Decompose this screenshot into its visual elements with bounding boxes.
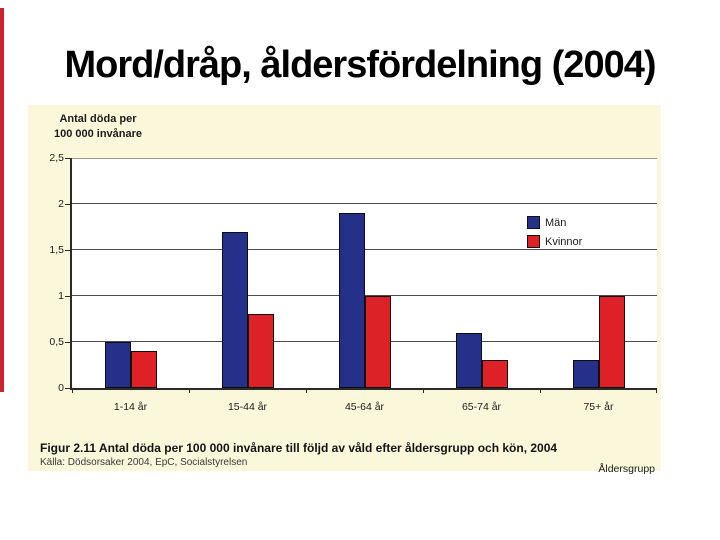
bar-men-65-74 (456, 333, 482, 388)
x-tick-label-3: 45-64 år (344, 401, 385, 413)
x-tick-label-5: 75+ år (583, 401, 614, 413)
x-tick-mark-2 (306, 388, 307, 393)
figure-source: Källa: Dödsorsaker 2004, EpC, Socialstyr… (40, 457, 248, 468)
y-tick-label-0,5: 0,5 (49, 336, 64, 348)
legend-item-kvinnor: Kvinnor (527, 232, 582, 251)
x-tick-mark-4 (540, 388, 541, 393)
x-tick-mark-3 (423, 388, 424, 393)
x-tick-mark-1 (189, 388, 190, 393)
y-tick-label-1,5: 1,5 (49, 244, 64, 256)
plot-area: Män Kvinnor 1-14 år 15-44 år 45-64 år 65-74 … (70, 158, 657, 413)
y-tick-mark-2,5 (65, 158, 70, 159)
y-tick-label-0: 0 (58, 382, 64, 394)
x-tick-mark-5 (656, 388, 657, 393)
y-tick-label-2: 2 (58, 198, 64, 210)
y-tick-mark-2 (65, 204, 70, 205)
left-edge-accent-line (0, 8, 4, 392)
bar-women-15-44 (248, 314, 274, 388)
legend: Män Kvinnor (527, 213, 582, 251)
y-axis-title-line1: Antal döda per (59, 113, 137, 125)
bar-women-75+ (599, 296, 625, 388)
legend-swatch-kvinnor (527, 235, 540, 248)
bar-women-45-64 (365, 296, 391, 388)
y-tick-label-2,5: 2,5 (49, 152, 64, 164)
y-axis-title-line2: 100 000 invånare (53, 128, 143, 140)
figure-caption: Figur 2.11 Antal döda per 100 000 invåna… (40, 441, 558, 455)
legend-swatch-mn (527, 216, 540, 229)
legend-label-kvinnor: Kvinnor (545, 235, 583, 248)
y-tick-mark-1 (65, 296, 70, 297)
x-tick-label-4: 65-74 år (461, 401, 502, 413)
y-tick-mark-0,5 (65, 342, 70, 343)
y-axis-title: Antal döda per 100 000 invånare (36, 112, 160, 142)
y-tick-mark-1,5 (65, 250, 70, 251)
y-tick-label-1: 1 (58, 290, 64, 302)
y-tick-mark-0 (65, 388, 70, 389)
bar-men-75+ (573, 360, 599, 388)
bar-women-65-74 (482, 360, 508, 388)
gridline-2,5 (72, 158, 657, 159)
bar-men-45-64 (339, 213, 365, 388)
bar-men-1-14 (105, 342, 131, 388)
slide-title: Mord/dråp, åldersfördelning (2004) (64, 44, 657, 86)
x-axis-title: Åldersgrupp (598, 463, 655, 475)
bar-women-1-14 (131, 351, 157, 388)
gridline-2 (72, 203, 657, 204)
bar-men-15-44 (222, 232, 248, 388)
chart-figure: Antal döda per 100 000 invånare 0 0,5 1 1,5… (28, 105, 661, 475)
x-tick-label-1: 1-14 år (113, 401, 148, 413)
legend-label-mn: Män (545, 216, 567, 229)
x-tick-mark-0 (72, 388, 73, 393)
legend-item-mn: Män (527, 213, 582, 232)
x-tick-label-2: 15-44 år (227, 401, 268, 413)
y-axis-tick-labels: 0 0,5 1 1,5 2 2,5 (28, 152, 70, 394)
